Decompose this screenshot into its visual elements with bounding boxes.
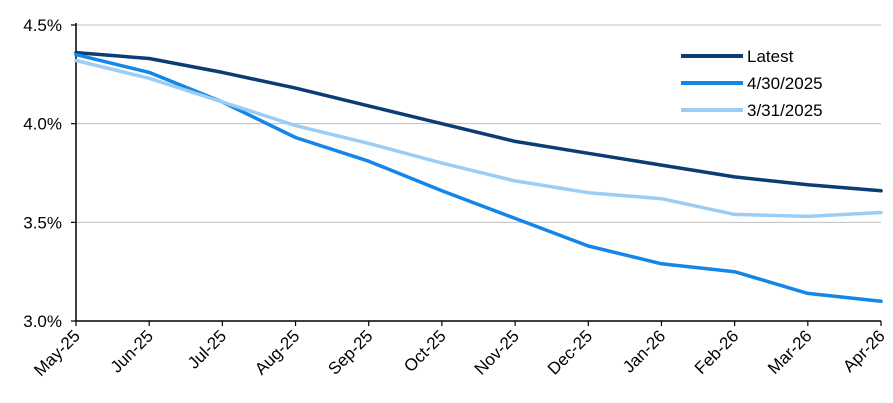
x-tick-label: Aug-25 [251,326,303,378]
x-tick-label: Apr-26 [839,326,889,376]
y-tick-label: 3.5% [23,213,62,232]
x-tick-label: Mar-26 [764,326,816,378]
series-line [74,58,883,219]
x-tick-label: Jul-25 [184,326,230,372]
axes [71,23,882,326]
y-tick-label: 4.5% [23,16,62,35]
gridlines [76,24,881,223]
x-tick-label: Nov-25 [471,326,523,378]
x-tick-label: Sep-25 [324,326,376,378]
legend: Latest 4/30/2025 3/31/2025 [681,47,823,120]
series-lines [74,50,883,304]
legend-label: 4/30/2025 [747,74,823,93]
series-line [74,50,883,193]
y-tick-labels: 3.0% 3.5% 4.0% 4.5% [23,16,62,331]
legend-label: Latest [747,47,794,66]
x-tick-label: Feb-26 [691,326,743,378]
x-tick-label: Jan-26 [619,326,669,376]
x-tick-labels: May-25 Jun-25 Jul-25 Aug-25 Sep-25 Oct-25 Nov-… [30,326,889,380]
x-tick-label: Dec-25 [544,326,596,378]
y-tick-label: 4.0% [23,115,62,134]
legend-label: 3/31/2025 [747,101,823,120]
y-tick-label: 3.0% [23,312,62,331]
x-tick-label: May-25 [30,326,84,380]
x-tick-label: Jun-25 [107,326,157,376]
x-tick-label: Oct-25 [400,326,450,376]
